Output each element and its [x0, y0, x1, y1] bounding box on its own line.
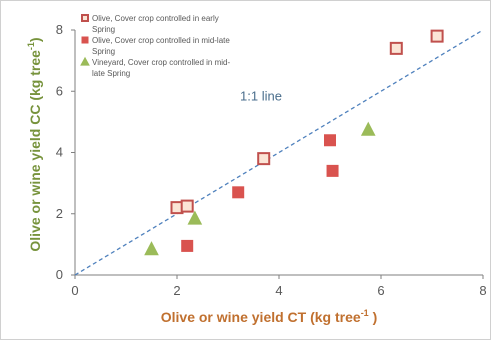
y-axis-title-sup: -1: [26, 42, 36, 50]
legend-label: Vineyard, Cover crop controlled in mid-: [92, 58, 230, 67]
series-1: [170, 29, 444, 215]
legend-label: late Spring: [92, 69, 130, 78]
legend-marker: [81, 36, 89, 44]
legend-marker: [81, 14, 89, 22]
legend-label: Spring: [92, 47, 115, 56]
data-point: [257, 152, 271, 166]
y-axis-title-tail: ): [27, 37, 43, 42]
x-axis-title-sup: -1: [361, 308, 369, 318]
data-point: [324, 134, 336, 147]
legend-item-2: Olive, Cover crop controlled in mid-late…: [81, 36, 230, 56]
y-tick-label: 0: [56, 267, 63, 282]
y-tick-label: 6: [56, 83, 63, 98]
reference-line: 1:1 line: [74, 29, 484, 276]
data-point: [232, 186, 245, 199]
data-point: [181, 239, 194, 252]
y-tick-label: 8: [56, 22, 63, 37]
data-point: [360, 121, 376, 136]
legend-item-3: Vineyard, Cover crop controlled in mid-l…: [80, 56, 230, 78]
legend-marker: [80, 56, 90, 66]
data-point: [187, 210, 203, 225]
legend-label: Spring: [92, 25, 115, 34]
tick-labels: 0 2 4 6 8 0 2 4 6 8: [56, 22, 487, 298]
x-tick-label: 0: [71, 283, 78, 298]
data-point: [430, 29, 444, 43]
legend-item-1: Olive, Cover crop controlled in early Spr…: [81, 14, 219, 34]
x-axis-title-tail: ): [369, 309, 378, 325]
y-tick-label: 4: [56, 145, 63, 160]
x-axis-title: Olive or wine yield CT (kg tree-1 ): [161, 308, 378, 325]
data-point: [389, 41, 403, 55]
x-tick-label: 8: [479, 283, 486, 298]
x-tick-label: 4: [275, 283, 282, 298]
legend-label: Olive, Cover crop controlled in early: [92, 14, 219, 23]
data-point: [326, 164, 339, 177]
series-3: [144, 121, 376, 256]
x-axis-title-main: Olive or wine yield CT (kg tree: [161, 309, 361, 325]
axis-titles: Olive or wine yield CT (kg tree-1 )Olive…: [26, 37, 377, 325]
y-axis-title-main: Olive or wine yield CC (kg tree: [27, 50, 43, 252]
y-axis-title: Olive or wine yield CC (kg tree-1): [26, 37, 43, 251]
y-tick-label: 2: [56, 206, 63, 221]
data-point: [180, 199, 194, 213]
data-point: [144, 241, 159, 256]
series-2: [181, 134, 339, 252]
x-tick-label: 6: [377, 283, 384, 298]
x-tick-label: 2: [173, 283, 180, 298]
data-points: [144, 29, 444, 256]
legend: Olive, Cover crop controlled in early Spr…: [80, 14, 230, 78]
one-to-one-line-label: 1:1 line: [240, 88, 282, 103]
one-to-one-line: [74, 29, 484, 276]
legend-label: Olive, Cover crop controlled in mid-late: [92, 36, 230, 45]
